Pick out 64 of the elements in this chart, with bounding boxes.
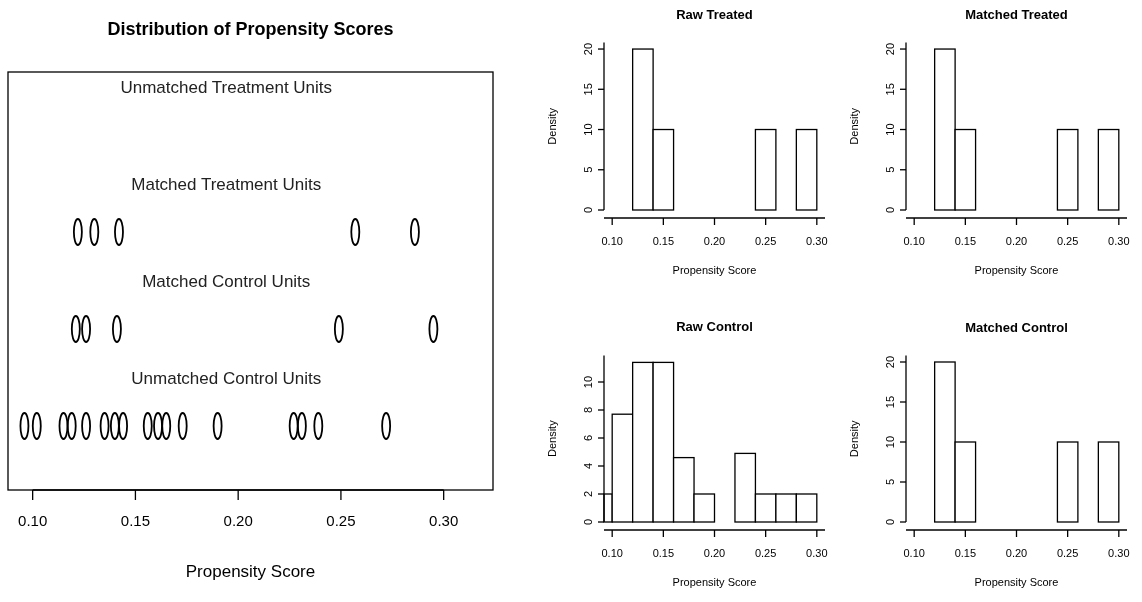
y-tick-label: 10 [582, 375, 594, 389]
x-axis-title: Propensity Score [672, 576, 757, 588]
x-tick-label: 0.25 [326, 512, 356, 529]
x-tick-label: 0.30 [429, 512, 459, 529]
chart-title: Raw Control [676, 319, 753, 335]
y-tick-label: 15 [884, 83, 896, 96]
y-tick-label: Matched Treatment Units [131, 175, 322, 195]
x-tick-label: 0.15 [652, 547, 675, 559]
x-tick-label: 0.10 [601, 235, 623, 247]
x-tick-label: 0.15 [652, 235, 675, 247]
y-tick-label: 4 [582, 462, 594, 470]
x-axis-title: Propensity Score [185, 562, 316, 581]
chart-title: Raw Treated [676, 6, 753, 22]
chart-title: Matched Control [965, 319, 1068, 335]
x-tick-label: 0.10 [903, 235, 925, 247]
y-tick-label: 10 [884, 435, 896, 449]
y-tick-label: 8 [582, 406, 594, 414]
y-axis-title: Density [848, 107, 860, 145]
y-tick-label: Matched Control Units [142, 272, 311, 292]
y-axis-title: Density [546, 419, 558, 458]
x-tick-label: 0.15 [954, 235, 977, 247]
y-tick-label: 5 [884, 166, 896, 173]
y-tick-label: 0 [884, 518, 896, 526]
x-tick-label: 0.10 [903, 547, 925, 559]
x-tick-label: 0.25 [754, 547, 777, 559]
y-tick-label: 0 [582, 518, 594, 526]
y-tick-label: 20 [884, 42, 896, 56]
x-tick-label: 0.20 [703, 235, 726, 247]
y-axis-title: Density [546, 107, 558, 145]
y-tick-label: 10 [884, 123, 896, 136]
x-tick-label: 0.15 [120, 512, 151, 529]
y-tick-label: 2 [582, 490, 594, 498]
x-tick-label: 0.30 [806, 547, 828, 559]
y-tick-label: 5 [582, 166, 594, 173]
x-tick-label: 0.30 [806, 235, 828, 247]
x-tick-label: 0.25 [1056, 235, 1079, 247]
x-tick-label: 0.20 [1005, 235, 1028, 247]
x-tick-label: 0.25 [1056, 547, 1079, 559]
y-tick-label: 20 [884, 355, 896, 369]
x-axis-title: Propensity Score [672, 264, 757, 276]
x-tick-label: 0.30 [1108, 235, 1130, 247]
y-tick-label: 10 [582, 123, 594, 136]
x-tick-label: 0.25 [754, 235, 777, 247]
y-tick-label: 20 [582, 42, 594, 56]
y-tick-label: 5 [884, 478, 896, 486]
y-tick-label: Unmatched Treatment Units [120, 78, 333, 98]
y-tick-label: 0 [884, 206, 896, 214]
x-axis-title: Propensity Score [974, 576, 1059, 588]
chart-title: Distribution of Propensity Scores [107, 19, 394, 39]
y-axis-title: Density [848, 419, 860, 458]
x-tick-label: 0.30 [1108, 547, 1130, 559]
x-tick-label: 0.20 [223, 512, 253, 529]
y-tick-label: 15 [884, 395, 896, 409]
x-tick-label: 0.10 [18, 512, 48, 529]
chart-title: Matched Treated [965, 6, 1068, 22]
x-tick-label: 0.10 [601, 547, 623, 559]
y-tick-label: Unmatched Control Units [131, 369, 322, 389]
x-tick-label: 0.15 [954, 547, 977, 559]
x-tick-label: 0.20 [703, 547, 726, 559]
x-tick-label: 0.20 [1005, 547, 1028, 559]
y-tick-label: 6 [582, 434, 594, 442]
y-tick-label: 15 [582, 83, 594, 96]
x-axis-title: Propensity Score [974, 264, 1059, 276]
y-tick-label: 0 [582, 206, 594, 214]
